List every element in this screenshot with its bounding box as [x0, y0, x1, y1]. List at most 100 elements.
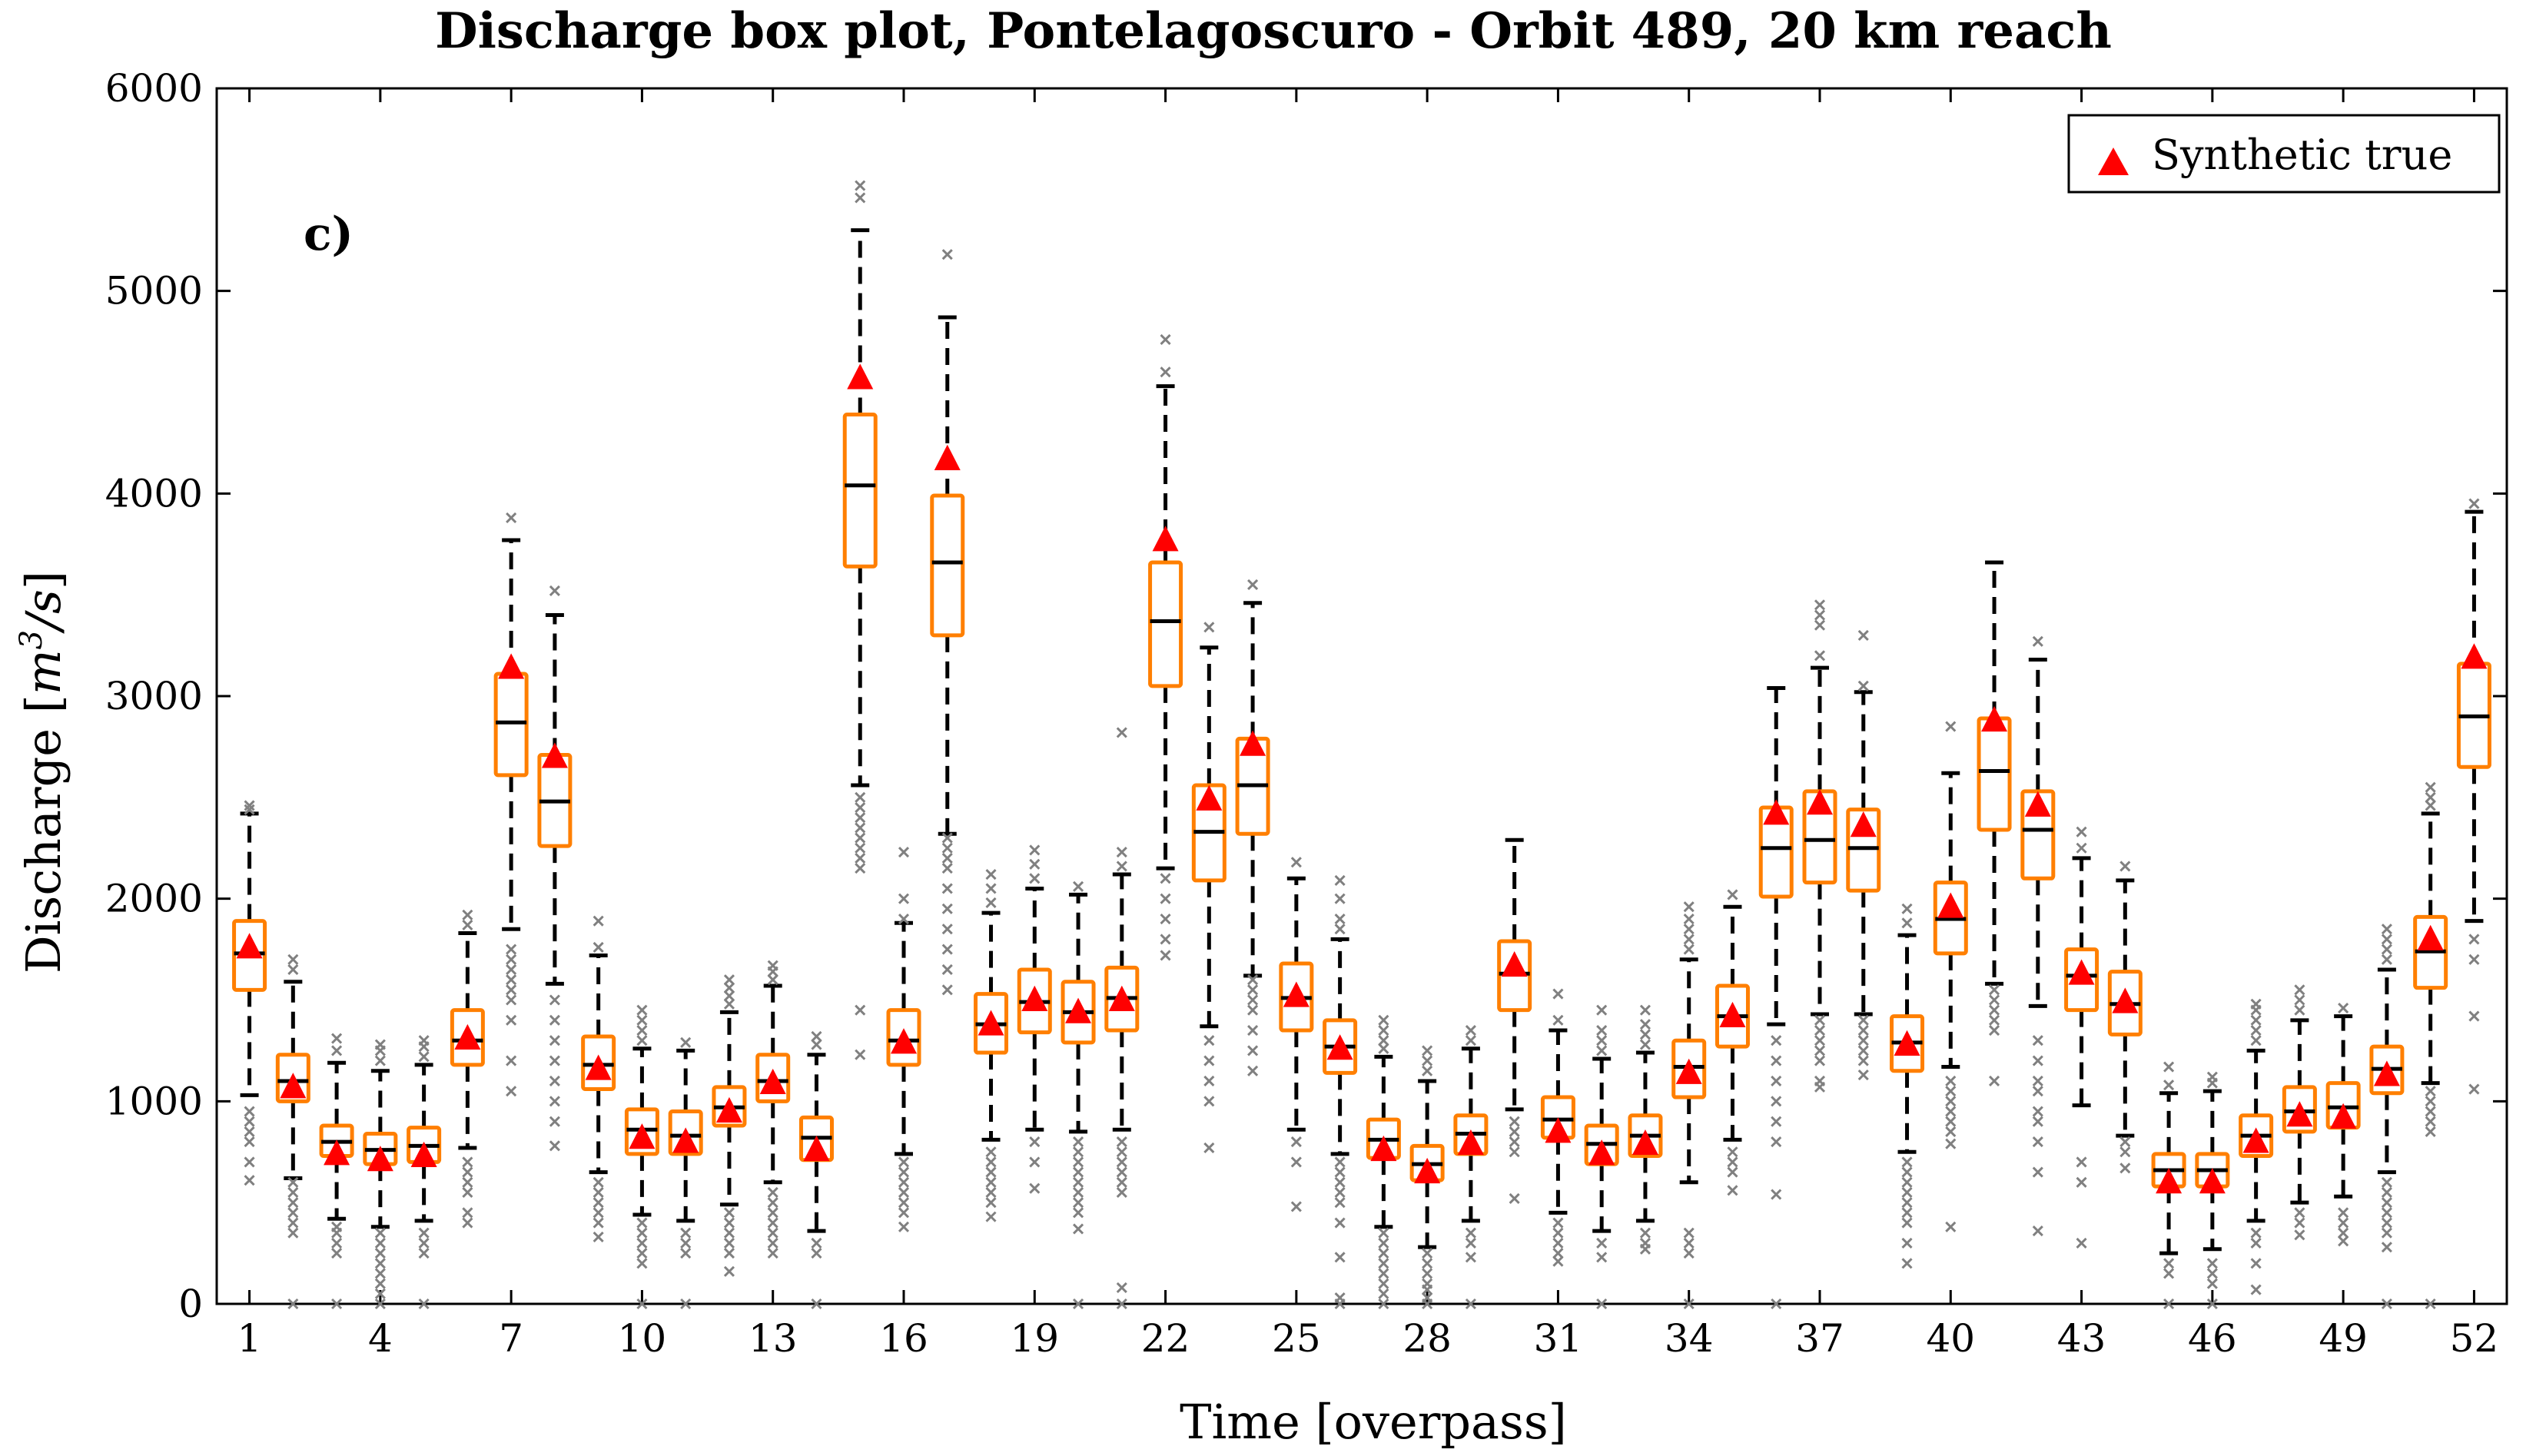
outlier-marker [1901, 1186, 1913, 1199]
synthetic-true-marker [629, 1123, 656, 1149]
iqr-box [930, 493, 965, 638]
outlier-marker [2381, 1227, 2392, 1239]
outlier-marker [2032, 1106, 2043, 1117]
outlier-marker [2032, 1075, 2043, 1087]
outlier-marker [855, 801, 866, 814]
outlier-marker [1596, 1004, 1608, 1016]
outlier-marker [287, 1186, 299, 1199]
synthetic-true-marker [2068, 959, 2095, 985]
outlier-marker [723, 1207, 735, 1219]
synthetic-true-marker [236, 933, 263, 959]
outlier-marker [1029, 873, 1041, 884]
outlier-marker [244, 1175, 255, 1186]
outlier-marker [855, 852, 866, 864]
synthetic-true-marker [1937, 892, 1964, 918]
outlier-marker [506, 512, 517, 524]
outlier-marker [1901, 1217, 1913, 1229]
outlier-marker [811, 1030, 822, 1043]
outlier-marker [985, 897, 997, 909]
outlier-marker [1116, 1176, 1127, 1188]
outlier-marker [2206, 1258, 2218, 1269]
outlier-marker [1378, 1043, 1389, 1054]
outlier-marker [374, 1055, 386, 1066]
outlier-marker [418, 1051, 430, 1063]
y-tick-label: 1000 [105, 1079, 203, 1123]
outlier-marker [1857, 1055, 1869, 1066]
outlier-marker [767, 1227, 778, 1239]
outlier-marker [1334, 1156, 1346, 1168]
outlier-marker [1116, 1136, 1127, 1148]
outlier-marker [593, 1176, 604, 1188]
outlier-marker [1378, 1258, 1389, 1269]
outlier-marker [1771, 1189, 1782, 1200]
outlier-marker [549, 585, 560, 596]
outlier-marker [767, 974, 778, 986]
synthetic-true-marker [454, 1023, 481, 1050]
outlier-marker [1639, 1004, 1651, 1016]
outlier-marker [636, 1024, 648, 1036]
outlier-marker [1857, 1035, 1869, 1046]
outlier-marker [1509, 1136, 1520, 1148]
outlier-marker [2250, 1035, 2262, 1046]
outlier-marker [1683, 1227, 1695, 1239]
x-tick-label: 4 [368, 1316, 393, 1361]
outlier-marker [2381, 1217, 2392, 1229]
outlier-marker [506, 954, 517, 965]
outlier-marker [287, 963, 299, 976]
plot-area: 0 1000 2000 3000 4000 5000 6000 1 4 7 10 13 16 19 22 25… [105, 66, 2508, 1361]
outlier-marker [1814, 1014, 1826, 1026]
x-tick-label: 49 [2319, 1316, 2368, 1361]
outlier-marker [1116, 1298, 1127, 1310]
outlier-marker [2381, 1242, 2392, 1253]
outlier-marker [855, 812, 866, 824]
y-axis-label-text: Discharge [ [15, 695, 71, 973]
outlier-marker [1988, 1004, 2000, 1016]
outlier-marker [1072, 1176, 1084, 1188]
outlier-marker [1247, 984, 1259, 996]
outlier-marker [593, 1197, 604, 1209]
outlier-marker [898, 1197, 910, 1209]
outlier-marker [898, 913, 910, 925]
outlier-marker [2425, 1116, 2436, 1127]
outlier-marker [2250, 998, 2262, 1010]
outlier-marker [1203, 1142, 1215, 1154]
outlier-marker [1029, 1182, 1041, 1194]
y-axis-label-unit: m [15, 649, 71, 695]
outlier-marker [1901, 903, 1913, 914]
outlier-marker [1988, 1075, 2000, 1087]
outlier-marker [1422, 1065, 1433, 1076]
outlier-marker [418, 1248, 430, 1259]
synthetic-true-marker [541, 742, 568, 768]
outlier-marker [462, 1186, 473, 1199]
synthetic-true-marker [1326, 1034, 1353, 1060]
outlier-marker [1072, 1207, 1084, 1219]
outlier-marker [1683, 913, 1695, 925]
outlier-marker [1771, 1136, 1782, 1148]
outlier-marker [1378, 1024, 1389, 1036]
outlier-marker [723, 982, 735, 993]
outlier-marker [331, 1045, 343, 1056]
outlier-marker [2032, 1225, 2043, 1237]
outlier-marker [1029, 1156, 1041, 1168]
outlier-marker [898, 1176, 910, 1188]
synthetic-true-marker [2156, 1168, 2183, 1194]
outlier-marker [1160, 873, 1171, 884]
synthetic-true-marker [1108, 985, 1135, 1011]
synthetic-true-marker [1240, 730, 1266, 756]
outlier-marker [941, 963, 953, 976]
synthetic-true-marker [1545, 1117, 1572, 1143]
outlier-marker [1334, 1292, 1346, 1304]
outlier-marker [636, 1237, 648, 1249]
outlier-marker [680, 1036, 692, 1048]
outlier-marker [723, 1227, 735, 1239]
outlier-marker [985, 1156, 997, 1168]
outlier-marker [898, 1186, 910, 1199]
outlier-marker [1945, 1116, 1957, 1127]
outlier-marker [331, 1033, 343, 1044]
outlier-marker [506, 963, 517, 976]
synthetic-true-marker [2286, 1101, 2313, 1127]
outlier-marker [1639, 1227, 1651, 1239]
outlier-marker [1814, 1055, 1826, 1066]
synthetic-true-marker [1807, 789, 1833, 815]
x-tick-label: 43 [2057, 1316, 2106, 1361]
